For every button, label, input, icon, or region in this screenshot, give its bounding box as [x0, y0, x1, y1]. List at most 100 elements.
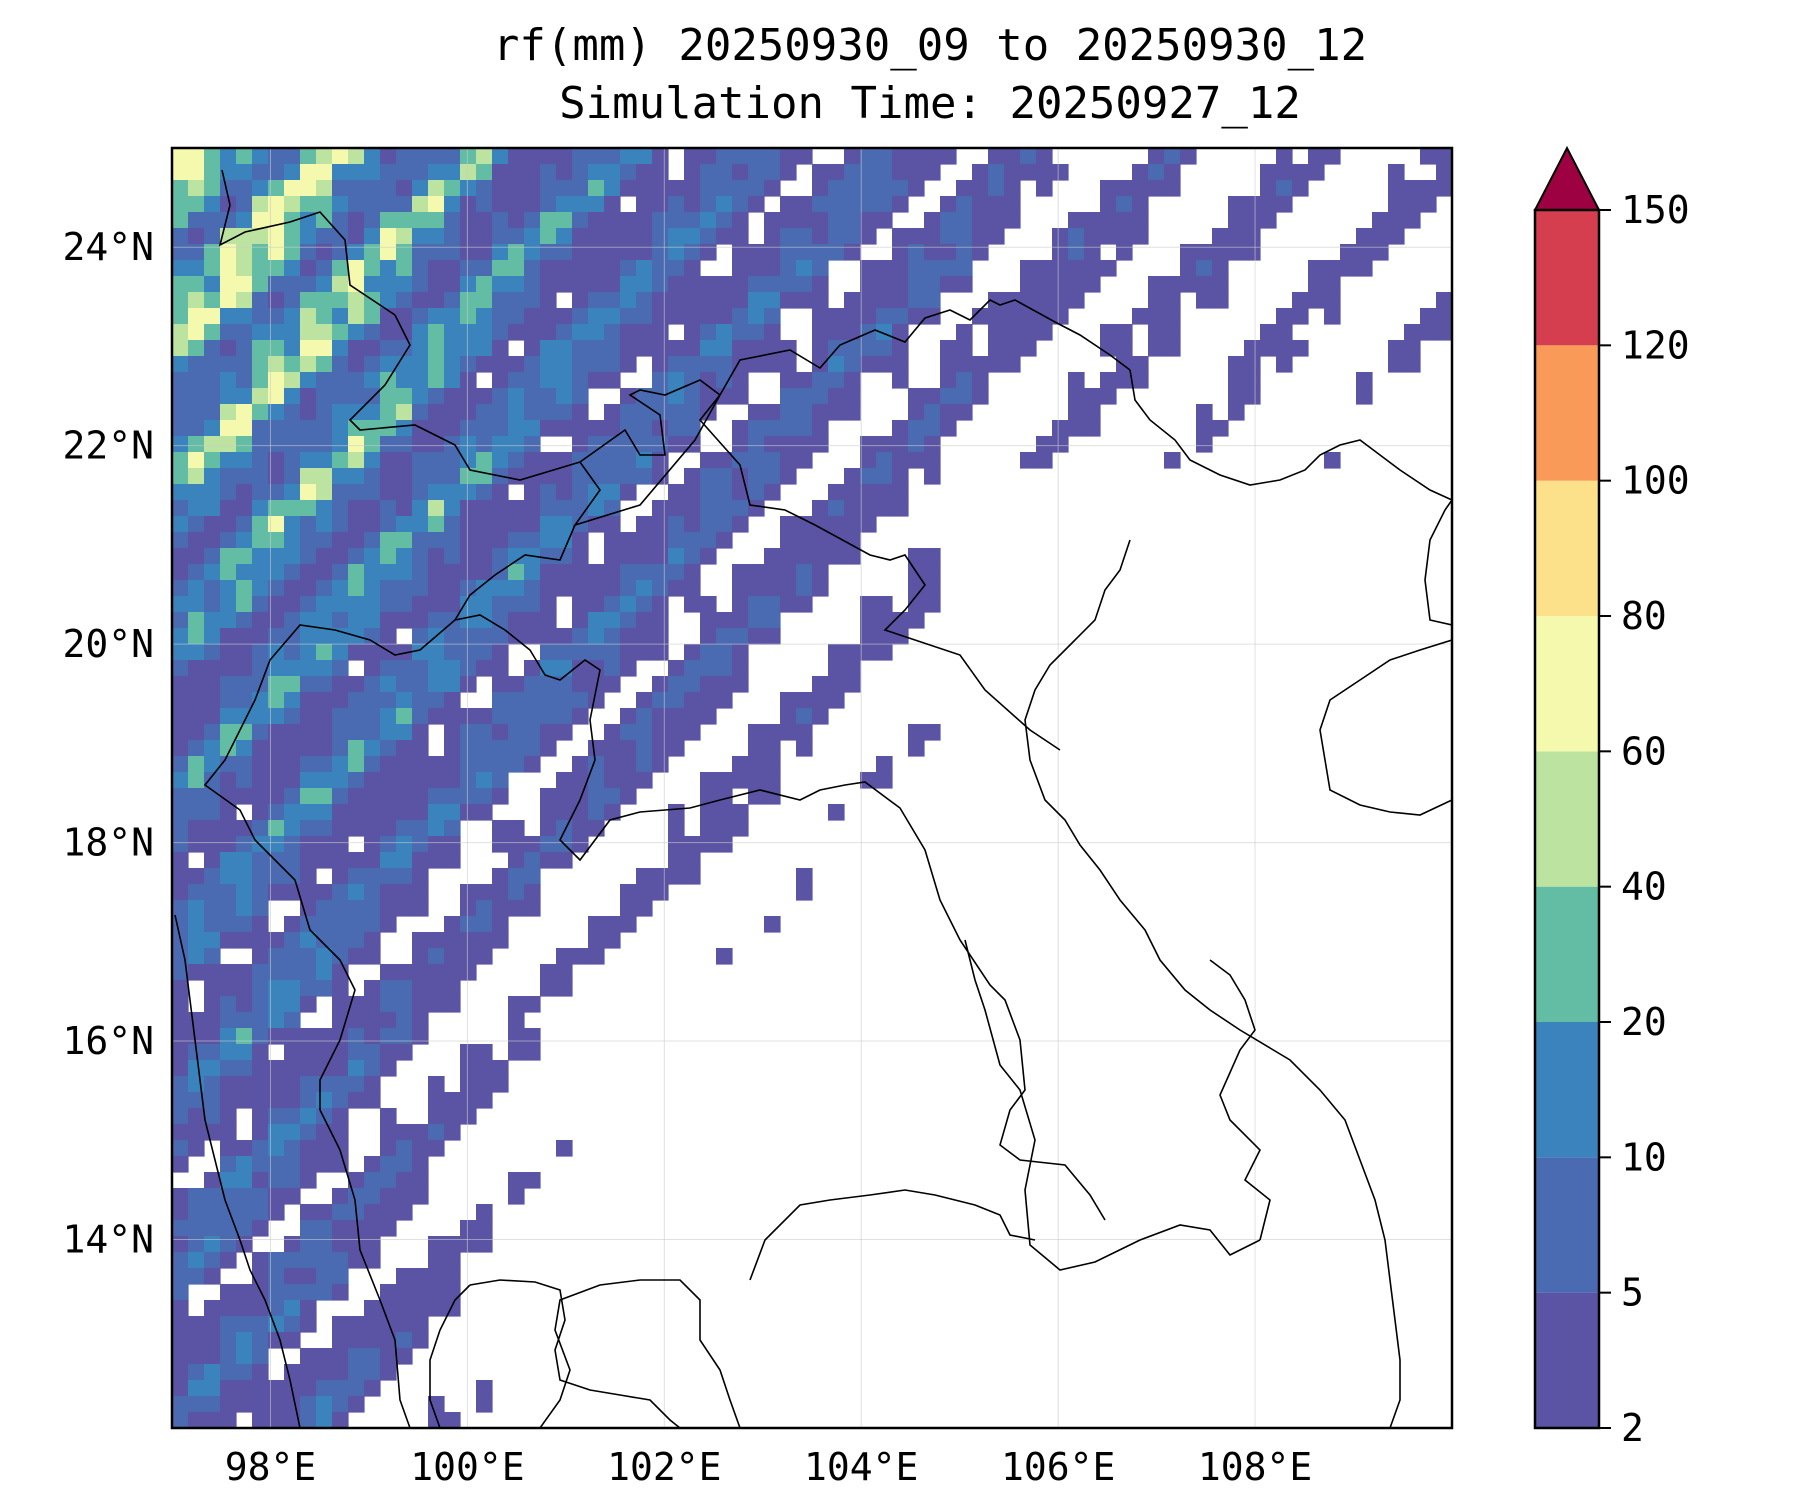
precip-cell	[188, 1412, 205, 1428]
precip-cell	[188, 788, 205, 805]
precip-cell	[780, 196, 797, 213]
precip-cell	[1052, 292, 1069, 309]
precip-cell	[732, 468, 749, 485]
precip-cell	[476, 740, 493, 757]
precip-cell	[460, 324, 477, 341]
precip-cell	[828, 228, 845, 245]
precip-cell	[268, 820, 285, 837]
precip-cell	[508, 148, 525, 165]
precip-cell	[412, 148, 429, 165]
precip-cell	[524, 756, 541, 773]
precip-cell	[1180, 244, 1197, 261]
precip-cell	[972, 180, 989, 197]
precip-cell	[1052, 164, 1069, 181]
precip-cell	[684, 420, 701, 437]
precip-cell	[812, 436, 829, 453]
precip-cell	[220, 500, 237, 517]
precip-cell	[460, 388, 477, 405]
precip-cell	[284, 676, 301, 693]
precip-cell	[268, 1396, 285, 1413]
precip-cell	[684, 516, 701, 533]
precip-cell	[204, 996, 221, 1013]
precip-cell	[348, 852, 365, 869]
precip-cell	[476, 276, 493, 293]
precip-cell	[588, 212, 605, 229]
colorbar-tick-label: 2	[1621, 1406, 1644, 1450]
precip-cell	[524, 372, 541, 389]
precip-cell	[924, 404, 941, 421]
precip-cell	[188, 148, 205, 165]
precip-cell	[204, 228, 221, 245]
precip-cell	[204, 1012, 221, 1029]
precip-cell	[428, 1268, 445, 1285]
precip-cell	[188, 484, 205, 501]
precip-cell	[716, 484, 733, 501]
precip-cell	[860, 340, 877, 357]
precip-cell	[492, 932, 509, 949]
precip-cell	[748, 756, 765, 773]
precip-cell	[1100, 228, 1117, 245]
precip-cell	[380, 1188, 397, 1205]
precip-cell	[524, 676, 541, 693]
precip-cell	[428, 1412, 445, 1428]
precip-cell	[1356, 388, 1373, 405]
precip-cell	[812, 676, 829, 693]
precip-cell	[540, 356, 557, 373]
border-line	[319, 1109, 411, 1428]
precip-cell	[204, 404, 221, 421]
precip-cell	[380, 1348, 397, 1365]
precip-cell	[556, 276, 573, 293]
precip-cell	[300, 580, 317, 597]
precip-cell	[428, 452, 445, 469]
precip-cell	[1020, 340, 1037, 357]
precip-cell	[620, 340, 637, 357]
precip-cell	[1132, 372, 1149, 389]
precip-cell	[540, 724, 557, 741]
precip-cell	[172, 564, 189, 581]
precip-cell	[1260, 196, 1277, 213]
precip-cell	[476, 484, 493, 501]
precip-cell	[1100, 180, 1117, 197]
precip-cell	[828, 196, 845, 213]
precip-cell	[684, 276, 701, 293]
precip-cell	[796, 228, 813, 245]
precip-cell	[172, 820, 189, 837]
precip-cell	[428, 660, 445, 677]
precip-cell	[428, 340, 445, 357]
precip-cell	[300, 628, 317, 645]
precip-cell	[764, 596, 781, 613]
precip-cell	[236, 868, 253, 885]
precip-cell	[636, 180, 653, 197]
precip-cell	[220, 1252, 237, 1269]
precip-cell	[620, 276, 637, 293]
precip-cell	[460, 532, 477, 549]
precip-cell	[812, 500, 829, 517]
precip-cell	[412, 692, 429, 709]
precip-cell	[284, 1044, 301, 1061]
precip-cell	[668, 436, 685, 453]
precip-cell	[620, 436, 637, 453]
precip-cell	[668, 276, 685, 293]
precip-cell	[1164, 164, 1181, 181]
precip-cell	[252, 308, 269, 325]
precip-cell	[716, 676, 733, 693]
precip-cell	[588, 164, 605, 181]
precip-cell	[700, 452, 717, 469]
precip-cell	[652, 564, 669, 581]
precip-cell	[428, 1124, 445, 1141]
precip-cell	[252, 916, 269, 933]
precip-cell	[764, 420, 781, 437]
precip-cell	[300, 404, 317, 421]
precip-cell	[508, 756, 525, 773]
precip-cell	[556, 468, 573, 485]
precip-cell	[684, 596, 701, 613]
precip-cell	[732, 244, 749, 261]
precip-cell	[604, 516, 621, 533]
precip-cell	[860, 596, 877, 613]
precip-cell	[588, 356, 605, 373]
precip-cell	[380, 1060, 397, 1077]
precip-cell	[924, 212, 941, 229]
precip-cell	[284, 1076, 301, 1093]
precip-cell	[316, 980, 333, 997]
precip-cell	[604, 644, 621, 661]
